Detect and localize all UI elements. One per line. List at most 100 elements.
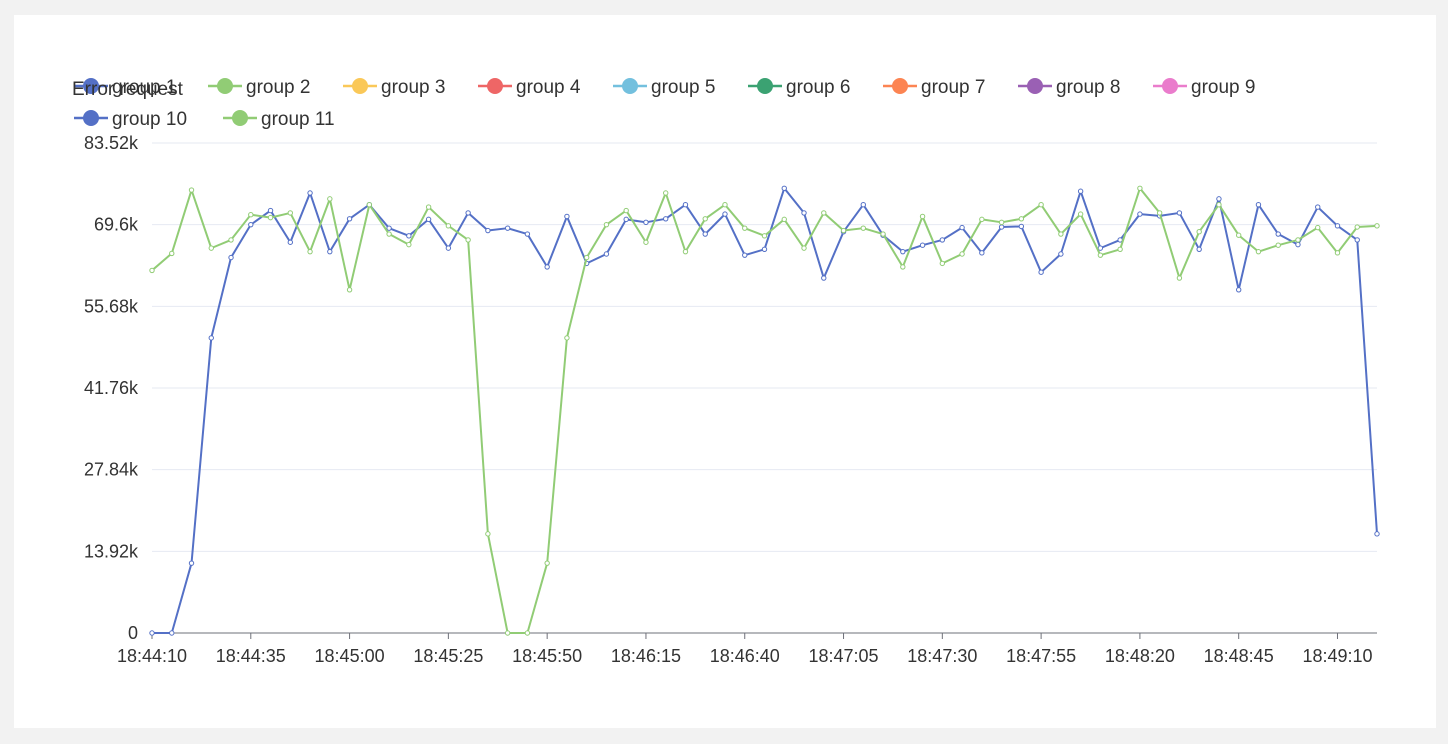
- y-tick-label: 69.6k: [94, 215, 139, 235]
- data-point: [781, 216, 787, 223]
- legend-label: group 4: [516, 77, 581, 98]
- x-tick-label: 18:45:00: [315, 646, 385, 666]
- data-point: [860, 202, 866, 208]
- series-group-10: [149, 185, 1380, 636]
- legend-item[interactable]: group 6: [748, 77, 850, 98]
- data-point: [327, 196, 333, 202]
- axes: 0 13.92k 27.84k 41.76k 55.68k 69.6k 83.52k 18:4…: [84, 133, 1377, 666]
- data-point: [959, 251, 965, 257]
- y-tick-label: 27.84k: [84, 460, 139, 480]
- x-tick-label: 18:44:35: [216, 646, 286, 666]
- data-point: [1354, 224, 1360, 230]
- data-point: [1374, 531, 1380, 537]
- legend-marker-icon: [352, 78, 368, 94]
- data-point: [1295, 241, 1301, 248]
- x-tick-label: 18:46:40: [710, 646, 780, 666]
- legend-marker-icon: [83, 78, 99, 94]
- y-tick-label: 13.92k: [84, 541, 139, 561]
- data-point: [801, 245, 807, 251]
- data-point: [643, 239, 649, 245]
- data-point: [445, 223, 452, 229]
- series-lines: [149, 185, 1380, 636]
- data-point: [1235, 232, 1242, 238]
- data-point: [781, 185, 787, 191]
- data-point: [880, 231, 886, 237]
- data-point: [544, 560, 550, 566]
- data-point: [722, 202, 728, 208]
- data-point: [248, 221, 254, 228]
- x-tick-label: 18:46:15: [611, 646, 681, 666]
- legend-item[interactable]: group 3: [343, 77, 445, 98]
- data-point: [959, 224, 965, 231]
- data-point: [1315, 204, 1321, 210]
- data-point: [169, 630, 175, 636]
- data-point: [1374, 223, 1380, 229]
- data-point: [504, 225, 511, 231]
- data-point: [524, 630, 531, 636]
- data-point: [485, 531, 491, 537]
- data-point: [919, 242, 926, 248]
- data-point: [366, 202, 373, 208]
- data-point: [623, 216, 629, 223]
- data-point: [465, 237, 471, 243]
- data-point: [228, 237, 234, 243]
- chart-title: Error request: [72, 79, 184, 100]
- legend-item[interactable]: group 11: [223, 109, 335, 130]
- legend: group 1 group 2 group 3 group 4 group 5 group…: [74, 77, 1255, 130]
- legend-item[interactable]: group 2: [208, 77, 310, 98]
- legend-label: group 1: [112, 77, 176, 98]
- y-tick-label: 0: [128, 623, 138, 643]
- data-point: [564, 335, 570, 341]
- data-point: [1156, 210, 1163, 216]
- legend-label: group 6: [786, 77, 850, 98]
- data-point: [722, 211, 728, 217]
- data-point: [208, 335, 214, 341]
- data-point: [623, 207, 629, 214]
- data-point: [1058, 251, 1064, 257]
- data-point: [682, 202, 689, 208]
- data-point: [386, 225, 392, 231]
- data-point: [761, 246, 768, 253]
- data-point: [346, 216, 353, 222]
- data-point: [702, 216, 708, 222]
- data-point: [564, 213, 570, 220]
- data-point: [1077, 188, 1084, 194]
- legend-item[interactable]: group 4: [478, 77, 581, 98]
- x-tick-label: 18:48:45: [1204, 646, 1274, 666]
- data-point: [267, 214, 274, 221]
- data-point: [821, 210, 827, 216]
- legend-item[interactable]: group 8: [1018, 77, 1120, 98]
- data-point: [1018, 216, 1025, 222]
- data-point: [188, 187, 195, 193]
- data-point: [939, 237, 946, 243]
- data-point: [1038, 269, 1044, 275]
- x-tick-label: 18:48:20: [1105, 646, 1175, 666]
- data-point: [1018, 223, 1025, 230]
- data-point: [682, 248, 689, 255]
- data-point: [860, 225, 866, 231]
- data-point: [663, 190, 669, 196]
- data-point: [149, 267, 155, 274]
- data-point: [1334, 223, 1341, 229]
- data-point: [998, 219, 1005, 226]
- data-point: [979, 216, 985, 223]
- legend-item[interactable]: group 5: [613, 77, 715, 98]
- data-point: [1255, 202, 1262, 208]
- legend-item[interactable]: group 7: [883, 77, 985, 98]
- data-point: [504, 630, 511, 636]
- data-point: [979, 250, 985, 256]
- data-point: [702, 231, 708, 237]
- data-point: [1354, 237, 1360, 243]
- data-point: [1137, 211, 1143, 217]
- data-point: [1334, 250, 1341, 256]
- data-point: [583, 254, 590, 261]
- data-point: [287, 210, 294, 216]
- legend-item[interactable]: group 10: [74, 109, 187, 130]
- legend-item[interactable]: group 1: [74, 77, 176, 98]
- x-tick-label: 18:47:55: [1006, 646, 1076, 666]
- data-point: [603, 251, 610, 257]
- legend-item[interactable]: group 9: [1153, 77, 1255, 98]
- legend-marker-icon: [757, 78, 773, 94]
- data-point: [485, 227, 491, 234]
